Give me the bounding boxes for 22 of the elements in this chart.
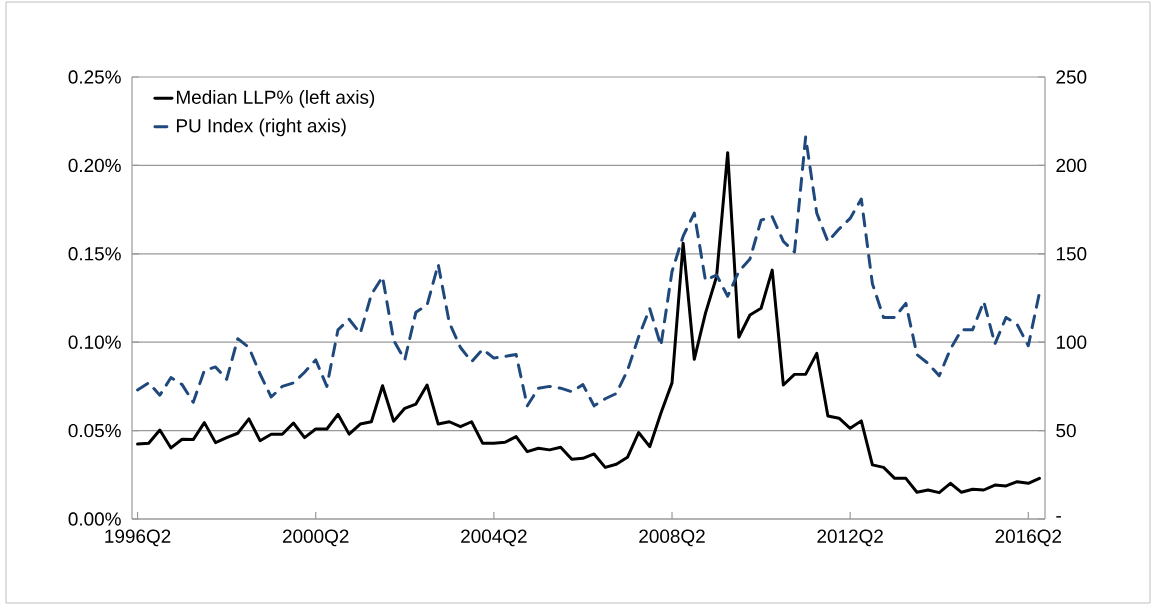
y-tick-label: 0.20% — [68, 158, 121, 173]
legend-label: PU Index (right axis) — [176, 118, 346, 137]
y-tick-label: 0.05% — [68, 423, 121, 438]
line-series — [136, 151, 1041, 495]
x-tick-label: 1996Q2 — [105, 529, 171, 547]
x-tick-label: 2008Q2 — [639, 529, 705, 547]
y2-tick-label: - — [1056, 516, 1061, 518]
y-tick-label: 0.15% — [68, 247, 121, 261]
y2-tick-label: 250 — [1056, 70, 1087, 84]
line-series — [136, 135, 1041, 408]
x-tick-label: 2012Q2 — [817, 529, 883, 547]
legend-label: Median LLP% (left axis) — [176, 90, 375, 108]
y2-tick-label: 100 — [1056, 335, 1087, 349]
x-tick-label: 2016Q2 — [995, 529, 1062, 547]
y2-tick-label: 200 — [1056, 158, 1087, 173]
y-tick-label: 0.25% — [68, 70, 121, 84]
x-tick-label: 2004Q2 — [461, 529, 527, 547]
y2-tick-label: 150 — [1056, 247, 1087, 261]
y-tick-label: 0.10% — [68, 335, 121, 349]
y2-tick-label: 50 — [1056, 423, 1076, 438]
y-tick-label: 0.00% — [68, 512, 121, 526]
x-tick-label: 2000Q2 — [282, 529, 349, 547]
